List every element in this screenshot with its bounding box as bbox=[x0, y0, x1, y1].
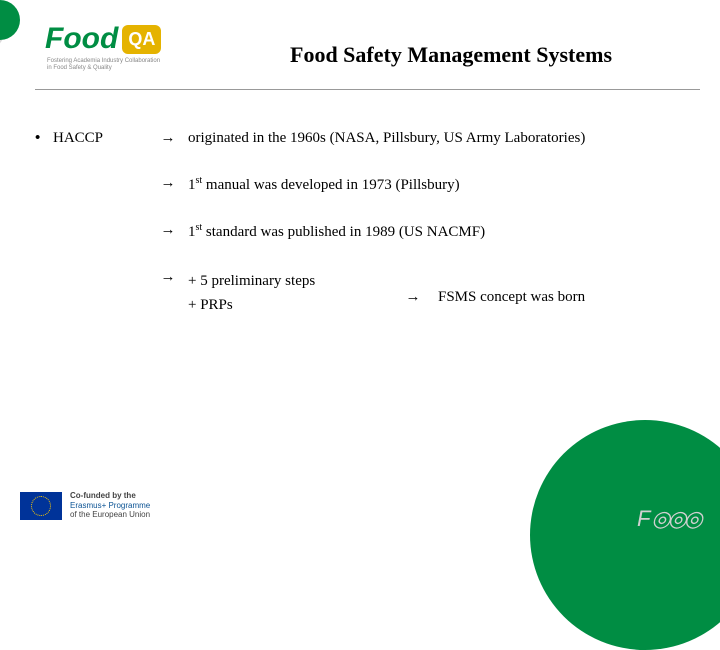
item-label: HACCP bbox=[53, 130, 148, 147]
eu-line3: of the European Union bbox=[70, 510, 150, 520]
eu-line2: Erasmus+ Programme bbox=[70, 501, 150, 511]
item-multi-right: FSMS concept was born bbox=[438, 269, 700, 306]
content: • HACCP → originated in the 1960s (NASA,… bbox=[0, 90, 720, 317]
logo-subtitle-line2: in Food Safety & Quality bbox=[47, 65, 160, 72]
item-multi-left: + 5 preliminary steps + PRPs bbox=[188, 269, 388, 317]
arrow-icon: → bbox=[388, 269, 438, 306]
arrow-icon: → bbox=[148, 175, 188, 192]
watermark-circles: ◎◎◎ bbox=[651, 506, 700, 532]
eu-text: Co-funded by the Erasmus+ Programme of t… bbox=[70, 491, 150, 520]
item-text-1: originated in the 1960s (NASA, Pillsbury… bbox=[188, 130, 700, 147]
bullet: • bbox=[35, 130, 53, 147]
item-text-3: 1st standard was published in 1989 (US N… bbox=[188, 222, 700, 241]
logo: Food QA bbox=[45, 22, 161, 56]
item-row-1: • HACCP → originated in the 1960s (NASA,… bbox=[35, 130, 700, 147]
watermark: F◎◎◎ bbox=[637, 506, 700, 532]
multi-left-2: + PRPs bbox=[188, 293, 388, 317]
logo-word: Food bbox=[45, 22, 118, 56]
item-row-2: → 1st manual was developed in 1973 (Pill… bbox=[35, 175, 700, 194]
logo-badge: QA bbox=[122, 25, 161, 54]
arrow-icon: → bbox=[148, 130, 188, 147]
logo-subtitle: Fostering Academia Industry Collaboratio… bbox=[47, 58, 160, 72]
arrow-icon: → bbox=[148, 269, 188, 286]
page-title: Food Safety Management Systems bbox=[290, 42, 612, 68]
decor-circle-green bbox=[0, 0, 20, 40]
item-row-4: → + 5 preliminary steps + PRPs → FSMS co… bbox=[35, 269, 700, 317]
arrow-icon: → bbox=[148, 222, 188, 239]
eu-cofunded-badge: Co-funded by the Erasmus+ Programme of t… bbox=[20, 491, 150, 520]
eu-line1: Co-funded by the bbox=[70, 491, 150, 501]
eu-flag-icon bbox=[20, 492, 62, 520]
watermark-f: F bbox=[637, 506, 651, 531]
header: Food QA Fostering Academia Industry Coll… bbox=[35, 0, 700, 90]
logo-subtitle-line1: Fostering Academia Industry Collaboratio… bbox=[47, 58, 160, 65]
multi-left-1: + 5 preliminary steps bbox=[188, 269, 388, 293]
item-text-2: 1st manual was developed in 1973 (Pillsb… bbox=[188, 175, 700, 194]
item-row-3: → 1st standard was published in 1989 (US… bbox=[35, 222, 700, 241]
decor-footer-circle bbox=[530, 420, 720, 650]
